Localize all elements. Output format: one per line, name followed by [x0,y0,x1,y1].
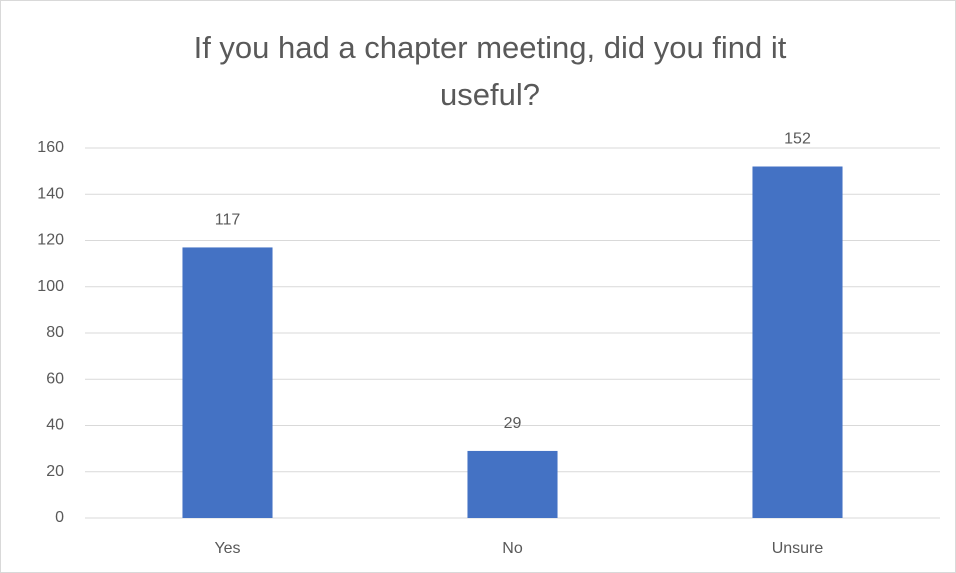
y-tick-label: 100 [37,278,64,295]
y-tick-label: 20 [46,463,64,480]
chart-title: If you had a chapter meeting, did you fi… [193,30,787,112]
x-tick-label: Yes [214,540,240,557]
y-tick-label: 40 [46,417,64,434]
bar [467,450,558,518]
data-label: 152 [784,131,811,148]
y-tick-label: 0 [55,509,64,526]
y-tick-label: 160 [37,139,64,156]
y-tick-label: 80 [46,324,64,341]
bar [182,247,273,518]
y-tick-label: 120 [37,232,64,249]
x-tick-label: Unsure [772,540,824,557]
x-tick-label: No [502,540,523,557]
data-label: 117 [215,212,241,229]
bar [752,166,843,518]
data-label: 29 [504,415,522,432]
y-tick-label: 140 [37,185,64,202]
y-tick-label: 60 [46,370,64,387]
